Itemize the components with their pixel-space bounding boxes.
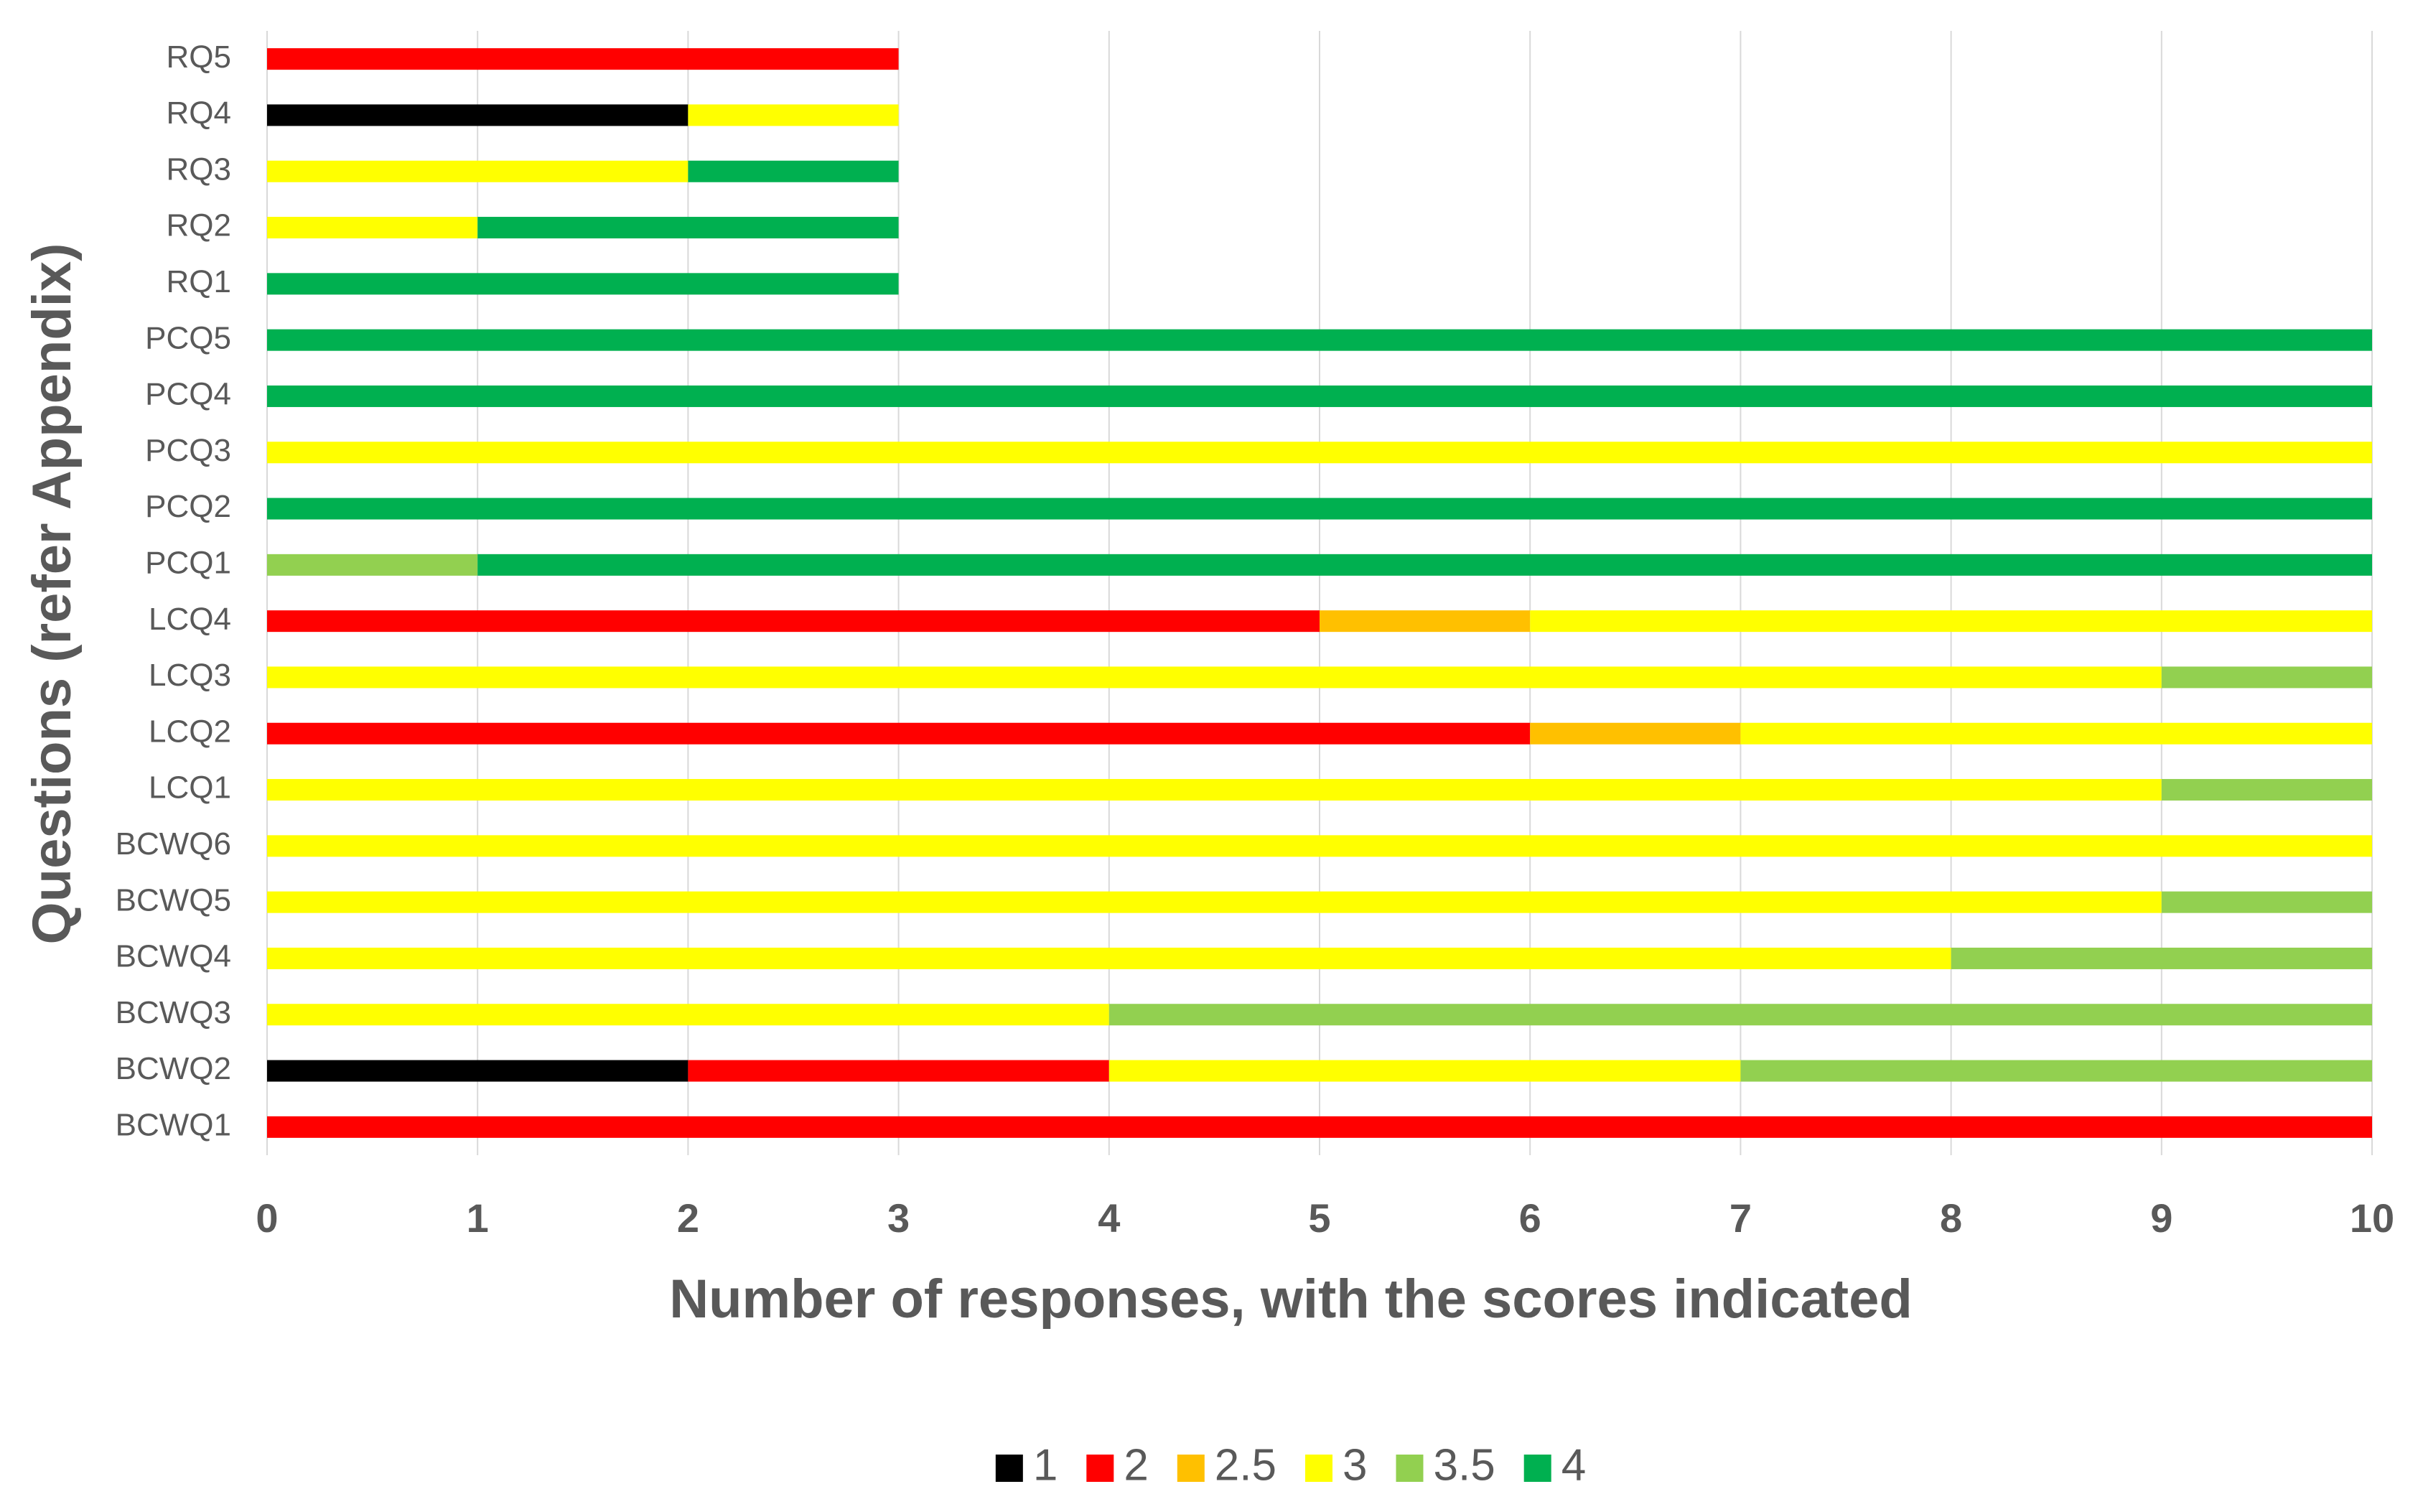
bar-segment (267, 1060, 688, 1082)
y-tick-label: LCQ4 (149, 602, 231, 637)
bar-segment (477, 217, 899, 239)
bar-segment (1320, 610, 1531, 633)
y-tick-label: PCQ3 (145, 433, 231, 468)
bar-segment (1740, 722, 2372, 745)
bar-segment (267, 947, 1951, 969)
x-tick-label: 3 (887, 1195, 910, 1241)
bar-segment (688, 104, 899, 126)
y-tick-label: RQ5 (167, 39, 231, 75)
x-tick-label: 9 (2150, 1195, 2172, 1241)
legend-swatch (995, 1455, 1023, 1482)
legend-swatch (1086, 1455, 1114, 1482)
bar-segment (2161, 779, 2372, 801)
x-tick-label: 2 (677, 1195, 699, 1241)
x-tick-label: 7 (1730, 1195, 1752, 1241)
bar-segment (1951, 947, 2372, 969)
y-tick-label: BCWQ4 (116, 939, 231, 974)
x-tick-label: 1 (467, 1195, 489, 1241)
y-tick-label: PCQ4 (145, 377, 231, 412)
bar-segment (267, 722, 1531, 745)
legend-label: 3 (1343, 1440, 1367, 1490)
y-axis-title: Questions (refer Appendix) (22, 243, 83, 945)
bar-segment (1108, 1004, 2372, 1026)
bar-segment (267, 1116, 2372, 1138)
y-tick-label: BCWQ2 (116, 1051, 231, 1086)
x-tick-label: 5 (1308, 1195, 1330, 1241)
y-tick-label: RQ3 (167, 151, 231, 187)
bar-segment (267, 385, 2372, 407)
x-tick-label: 6 (1519, 1195, 1541, 1241)
bar-segment (267, 48, 899, 70)
y-tick-label: BCWQ3 (116, 995, 231, 1030)
bar-segment (2161, 891, 2372, 913)
bar-segment (267, 442, 2372, 464)
y-tick-label: PCQ5 (145, 320, 231, 355)
bar-segment (267, 498, 2372, 520)
y-tick-label: LCQ3 (149, 658, 231, 693)
y-tick-label: RQ2 (167, 208, 231, 243)
y-tick-label: BCWQ6 (116, 826, 231, 862)
bar-segment (267, 835, 2372, 857)
legend-label: 1 (1033, 1440, 1058, 1490)
bar-segment (267, 217, 478, 239)
x-tick-label: 8 (1940, 1195, 1962, 1241)
bar-segment (267, 610, 1320, 633)
bar-segment (267, 666, 2162, 689)
bar-segment (267, 104, 688, 126)
x-tick-label: 0 (256, 1195, 278, 1241)
bar-segment (267, 329, 2372, 351)
bar-segment (267, 891, 2162, 913)
bar-segment (1530, 722, 1741, 745)
bar-segment (1740, 1060, 2372, 1082)
y-tick-label: LCQ1 (149, 770, 231, 806)
bar-segment (477, 554, 2373, 576)
bar-segment (267, 1004, 1109, 1026)
y-tick-label: PCQ1 (145, 545, 231, 580)
y-tick-label: LCQ2 (149, 714, 231, 749)
x-tick-label: 10 (2350, 1195, 2394, 1241)
legend-swatch (1523, 1455, 1551, 1482)
bar-segment (2161, 666, 2372, 689)
bar-segment (1530, 610, 2372, 633)
legend-swatch (1396, 1455, 1424, 1482)
legend-label: 2 (1124, 1440, 1148, 1490)
y-tick-label: RQ1 (167, 264, 231, 299)
legend-swatch (1177, 1455, 1205, 1482)
y-tick-label: RQ4 (167, 95, 231, 131)
x-tick-label: 4 (1098, 1195, 1120, 1241)
bar-segment (267, 779, 2162, 801)
bar-segment (267, 160, 688, 182)
y-tick-label: PCQ2 (145, 489, 231, 524)
bar-segment (267, 273, 899, 295)
bar-segment (267, 554, 478, 576)
legend-swatch (1305, 1455, 1332, 1482)
y-tick-label: BCWQ1 (116, 1107, 231, 1142)
x-axis-title: Number of responses, with the scores ind… (669, 1269, 1913, 1330)
bar-segment (688, 160, 899, 182)
legend-label: 2.5 (1215, 1440, 1276, 1490)
bar-segment (688, 1060, 1109, 1082)
legend-label: 4 (1562, 1440, 1586, 1490)
y-tick-label: BCWQ5 (116, 882, 231, 918)
legend-label: 3.5 (1433, 1440, 1495, 1490)
bar-segment (1108, 1060, 1741, 1082)
